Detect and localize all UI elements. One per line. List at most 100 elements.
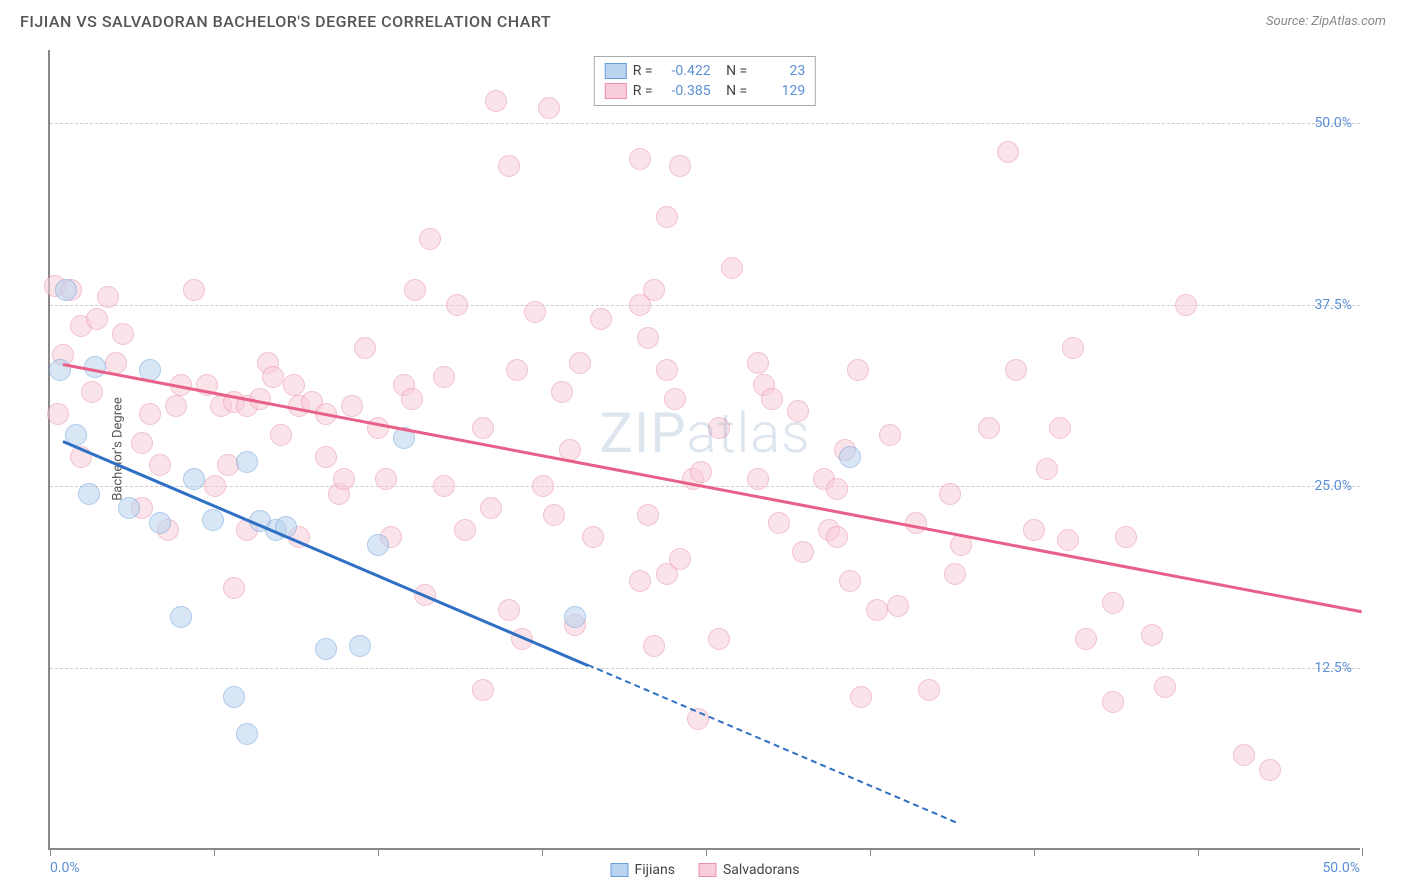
scatter-point	[367, 417, 389, 439]
scatter-point	[708, 628, 730, 650]
scatter-point	[165, 395, 187, 417]
scatter-point	[905, 512, 927, 534]
scatter-point	[1115, 526, 1137, 548]
scatter-point	[866, 599, 888, 621]
gridline	[50, 668, 1360, 669]
chart-plot-area: Bachelor's Degree 12.5%25.0%37.5%50.0% Z…	[48, 50, 1360, 850]
x-axis-min-label: 0.0%	[50, 860, 80, 876]
scatter-point	[826, 526, 848, 548]
scatter-point	[112, 323, 134, 345]
scatter-point	[850, 686, 872, 708]
scatter-point	[669, 155, 691, 177]
swatch-salvadorans-icon	[699, 863, 717, 877]
scatter-point	[81, 381, 103, 403]
scatter-point	[375, 468, 397, 490]
scatter-point	[419, 228, 441, 250]
scatter-point	[55, 279, 77, 301]
scatter-point	[485, 90, 507, 112]
swatch-salvadorans	[605, 83, 627, 99]
trend-line	[63, 363, 1362, 613]
y-tick-label: 37.5%	[1314, 297, 1352, 313]
x-tick	[50, 848, 51, 856]
scatter-point	[690, 461, 712, 483]
trend-line	[63, 440, 589, 667]
chart-title: FIJIAN VS SALVADORAN BACHELOR'S DEGREE C…	[20, 12, 551, 31]
scatter-point	[887, 595, 909, 617]
scatter-point	[582, 526, 604, 548]
scatter-point	[747, 468, 769, 490]
y-tick-label: 12.5%	[1314, 660, 1352, 676]
scatter-point	[918, 679, 940, 701]
scatter-point	[1102, 592, 1124, 614]
scatter-point	[1023, 519, 1045, 541]
scatter-point	[1075, 628, 1097, 650]
scatter-point	[787, 400, 809, 422]
scatter-point	[978, 417, 1000, 439]
scatter-point	[401, 388, 423, 410]
watermark: ZIPatlas	[599, 400, 810, 466]
scatter-point	[315, 638, 337, 660]
scatter-point	[139, 403, 161, 425]
scatter-point	[354, 337, 376, 359]
scatter-point	[105, 352, 127, 374]
x-tick	[706, 848, 707, 856]
x-tick	[1362, 848, 1363, 856]
scatter-point	[49, 359, 71, 381]
scatter-point	[997, 141, 1019, 163]
scatter-point	[708, 417, 730, 439]
scatter-point	[149, 454, 171, 476]
scatter-point	[944, 563, 966, 585]
gridline	[50, 305, 1360, 306]
scatter-point	[480, 497, 502, 519]
scatter-point	[1175, 294, 1197, 316]
scatter-point	[333, 468, 355, 490]
scatter-point	[532, 475, 554, 497]
scatter-point	[879, 424, 901, 446]
scatter-point	[792, 541, 814, 563]
scatter-point	[629, 148, 651, 170]
scatter-point	[446, 294, 468, 316]
y-axis-label: Bachelor's Degree	[110, 397, 125, 501]
scatter-point	[664, 388, 686, 410]
scatter-point	[1233, 744, 1255, 766]
scatter-point	[669, 548, 691, 570]
scatter-point	[543, 504, 565, 526]
legend-item-salvadorans: Salvadorans	[699, 862, 800, 878]
scatter-point	[183, 279, 205, 301]
scatter-point	[768, 512, 790, 534]
scatter-point	[170, 606, 192, 628]
scatter-point	[1005, 359, 1027, 381]
x-tick	[870, 848, 871, 856]
scatter-point	[262, 366, 284, 388]
scatter-point	[454, 519, 476, 541]
scatter-point	[86, 308, 108, 330]
scatter-point	[538, 97, 560, 119]
trend-line	[588, 664, 956, 823]
scatter-point	[349, 635, 371, 657]
scatter-point	[656, 206, 678, 228]
scatter-point	[1062, 337, 1084, 359]
legend-row-salvadorans: R = -0.385 N = 129	[605, 81, 805, 101]
scatter-point	[78, 483, 100, 505]
scatter-point	[131, 432, 153, 454]
scatter-point	[149, 512, 171, 534]
scatter-point	[637, 504, 659, 526]
y-tick-label: 25.0%	[1314, 478, 1352, 494]
scatter-point	[204, 475, 226, 497]
scatter-point	[839, 446, 861, 468]
scatter-point	[721, 257, 743, 279]
scatter-point	[643, 635, 665, 657]
x-tick	[214, 848, 215, 856]
scatter-point	[761, 388, 783, 410]
scatter-point	[97, 286, 119, 308]
scatter-point	[118, 497, 140, 519]
scatter-point	[656, 359, 678, 381]
x-tick	[1198, 848, 1199, 856]
scatter-point	[1141, 624, 1163, 646]
scatter-point	[551, 381, 573, 403]
swatch-fijians	[605, 63, 627, 79]
scatter-point	[236, 723, 258, 745]
scatter-point	[1102, 691, 1124, 713]
scatter-point	[643, 279, 665, 301]
scatter-point	[472, 417, 494, 439]
